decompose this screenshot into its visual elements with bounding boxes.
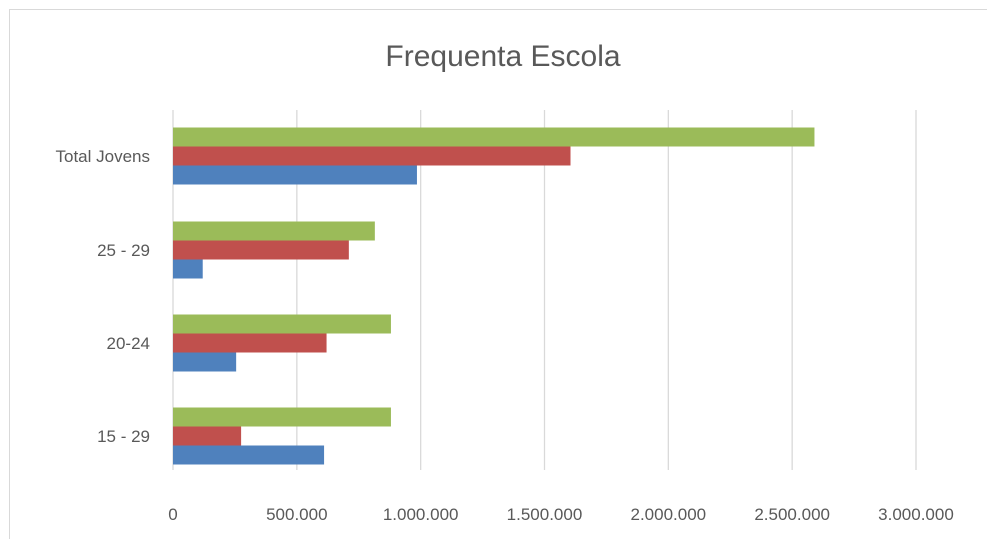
bar [173,240,349,260]
chart-title: Frequenta Escola [385,40,620,73]
x-tick-label: 0 [168,505,177,523]
x-tick-labels: 0 500.000 1.000.000 1.500.000 2.000.000 2.500… [168,505,954,523]
x-tick-label: 2.500.000 [754,505,830,523]
bar [173,259,203,279]
x-tick-label: 1.000.000 [383,505,459,523]
bar [173,146,571,166]
bar [173,165,417,185]
chart-frame [9,9,987,539]
bar [173,426,242,446]
x-tick-label: 1.500.000 [507,505,583,523]
x-tick-label: 3.000.000 [878,505,954,523]
bar-chart: Frequenta Escola Total Jovens 25 - 29 20-2… [56,40,954,523]
category-label: 20-24 [107,334,150,353]
bar [173,333,327,353]
category-label: Total Jovens [56,147,151,166]
x-tick-label: 500.000 [266,505,327,523]
category-label: 15 - 29 [97,427,150,446]
category-label: 25 - 29 [97,241,150,260]
category-labels: Total Jovens 25 - 29 20-24 15 - 29 [56,147,151,446]
bar [173,352,237,372]
bar [173,127,815,147]
bar [173,445,325,465]
bars [173,127,815,465]
bar [173,407,391,427]
bar [173,221,375,241]
bar [173,314,391,334]
x-tick-label: 2.000.000 [631,505,707,523]
